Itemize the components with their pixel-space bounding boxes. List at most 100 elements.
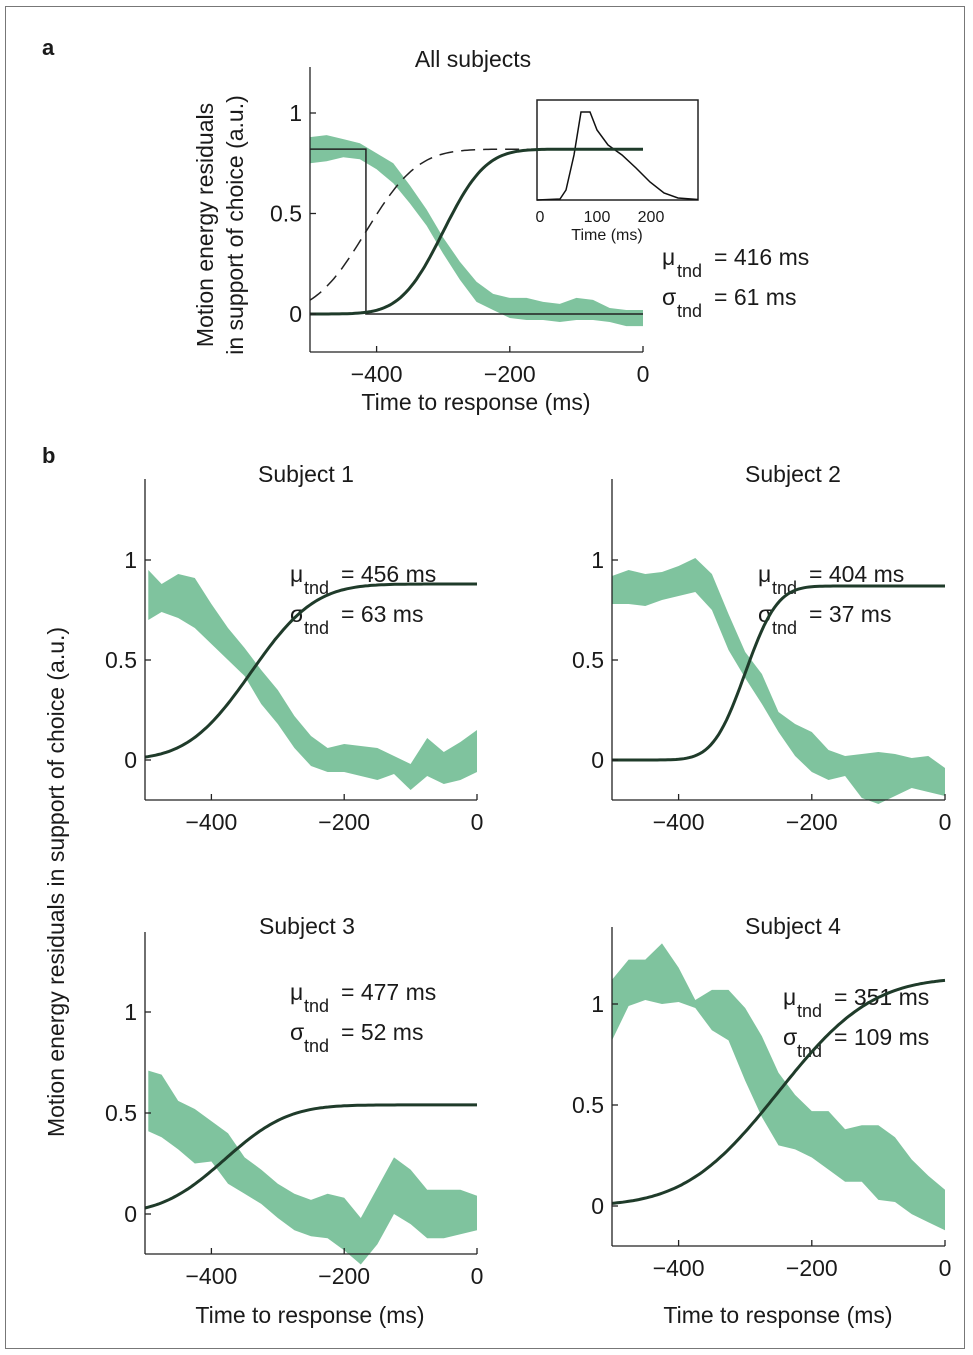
panel-a-title: All subjects [415,46,531,72]
subject-3-title: Subject 3 [259,913,355,939]
sigma-symbol: σ [783,1024,797,1050]
tnd-subscript: tnd [304,578,329,598]
y-tick-label: 1 [289,100,302,126]
x-tick-label: −200 [318,809,370,835]
mu-symbol: μ [662,244,675,270]
fit-curve [310,147,643,316]
plot-subject-3: 0 0.5 1 −400 −200 0 [105,932,483,1289]
subject-4-title: Subject 4 [745,913,841,939]
sigma-symbol: σ [662,284,676,310]
fit-curve [144,582,477,759]
subject-2-sigma-stat: σ tnd = 37 ms [758,601,891,638]
subject-2-sigma-value: = 37 ms [809,601,891,627]
panel-b-label: b [42,443,55,468]
mu-symbol: μ [290,561,303,587]
inset-plot: 0 100 200 Time (ms) [536,99,699,244]
panel-a-ylabel-line1: Motion energy residuals [192,103,218,347]
y-tick-label: 1 [591,991,604,1017]
subject-2-title: Subject 2 [745,461,841,487]
inset-curve [536,111,699,201]
subject-3-sigma-value: = 52 ms [341,1019,423,1045]
plot-subject-4: 0 0.5 1 −400 −200 0 [572,927,951,1281]
subject-3-mu-stat: μ tnd = 477 ms [290,979,436,1016]
x-tick-label: −200 [318,1263,370,1289]
subject-4-sigma-value: = 109 ms [834,1024,929,1050]
y-tick-label: 0 [289,301,302,327]
x-tick-label: 0 [939,809,952,835]
y-tick-label: 1 [124,547,137,573]
subject-2-mu-value: = 404 ms [809,561,904,587]
subject-1-sigma-value: = 63 ms [341,601,423,627]
y-tick-label: 0 [591,747,604,773]
x-tick-label: 0 [637,361,650,387]
x-tick-label: −200 [484,361,536,387]
y-tick-label: 0 [591,1193,604,1219]
panel-a-label: a [42,35,55,60]
confidence-band [612,943,945,1231]
tnd-subscript: tnd [772,618,797,638]
x-tick-label: −200 [786,1255,838,1281]
y-tick-label: 0.5 [270,201,302,227]
x-tick-label: −400 [351,361,403,387]
y-tick-label: 0.5 [105,647,137,673]
confidence-band [612,558,945,804]
y-tick-label: 1 [124,999,137,1025]
panel-b-xlabel-right: Time to response (ms) [663,1302,892,1328]
plot-subject-2: 0 0.5 1 −400 −200 0 [572,479,951,835]
plot-all-subjects: 0 0.5 1 −400 −200 0 [270,67,649,387]
step-function [310,148,643,315]
x-tick-label: −400 [653,809,705,835]
x-tick-label: −400 [185,809,237,835]
tnd-subscript: tnd [677,301,702,321]
x-tick-label: −400 [185,1263,237,1289]
panel-a-mu-value: = 416 ms [714,244,809,270]
panel-a-xlabel: Time to response (ms) [361,389,590,415]
fit-curve [611,978,946,1205]
y-tick-label: 1 [591,547,604,573]
subject-3-sigma-stat: σ tnd = 52 ms [290,1019,423,1056]
y-tick-label: 0.5 [572,647,604,673]
tnd-subscript: tnd [304,996,329,1016]
x-tick-label: 0 [471,1263,484,1289]
inset-xlabel: Time (ms) [571,227,642,244]
subject-1-title: Subject 1 [258,461,354,487]
x-tick-label: −200 [786,809,838,835]
panel-b-xlabel-left: Time to response (ms) [195,1302,424,1328]
y-tick-label: 0.5 [105,1100,137,1126]
fit-curve [144,1103,477,1210]
mu-symbol: μ [783,984,796,1010]
tnd-subscript: tnd [797,1001,822,1021]
inset-xtick-0: 0 [536,209,545,226]
subject-4-mu-stat: μ tnd = 351 ms [783,984,929,1021]
confidence-band [148,570,478,790]
subject-1-sigma-stat: σ tnd = 63 ms [290,601,423,638]
panel-a-mu-stat: μ tnd = 416 ms [662,244,809,281]
subject-4-sigma-stat: σ tnd = 109 ms [783,1024,929,1061]
figure-frame [5,6,965,1349]
x-tick-label: 0 [471,809,484,835]
tnd-subscript: tnd [677,261,702,281]
tnd-subscript: tnd [304,618,329,638]
panel-a-ylabel-line2: in support of choice (a.u.) [222,95,248,355]
inset-xtick-200: 200 [638,209,665,226]
panel-a-sigma-value: = 61 ms [714,284,796,310]
y-tick-label: 0 [124,747,137,773]
mu-symbol: μ [758,561,771,587]
y-tick-label: 0 [124,1201,137,1227]
sigma-symbol: σ [758,601,772,627]
subject-3-mu-value: = 477 ms [341,979,436,1005]
plot-subject-1: 0 0.5 1 −400 −200 0 [105,479,483,835]
x-tick-label: −400 [653,1255,705,1281]
inset-xtick-100: 100 [584,209,611,226]
tnd-subscript: tnd [304,1036,329,1056]
fit-curve [612,584,945,762]
subject-1-mu-stat: μ tnd = 456 ms [290,561,436,598]
confidence-band [148,1070,478,1265]
panel-b-ylabel: Motion energy residuals in support of ch… [43,627,69,1137]
x-tick-label: 0 [939,1255,952,1281]
confidence-band [310,135,643,327]
y-tick-label: 0.5 [572,1092,604,1118]
subject-2-mu-stat: μ tnd = 404 ms [758,561,904,598]
panel-a-sigma-stat: σ tnd = 61 ms [662,284,796,321]
